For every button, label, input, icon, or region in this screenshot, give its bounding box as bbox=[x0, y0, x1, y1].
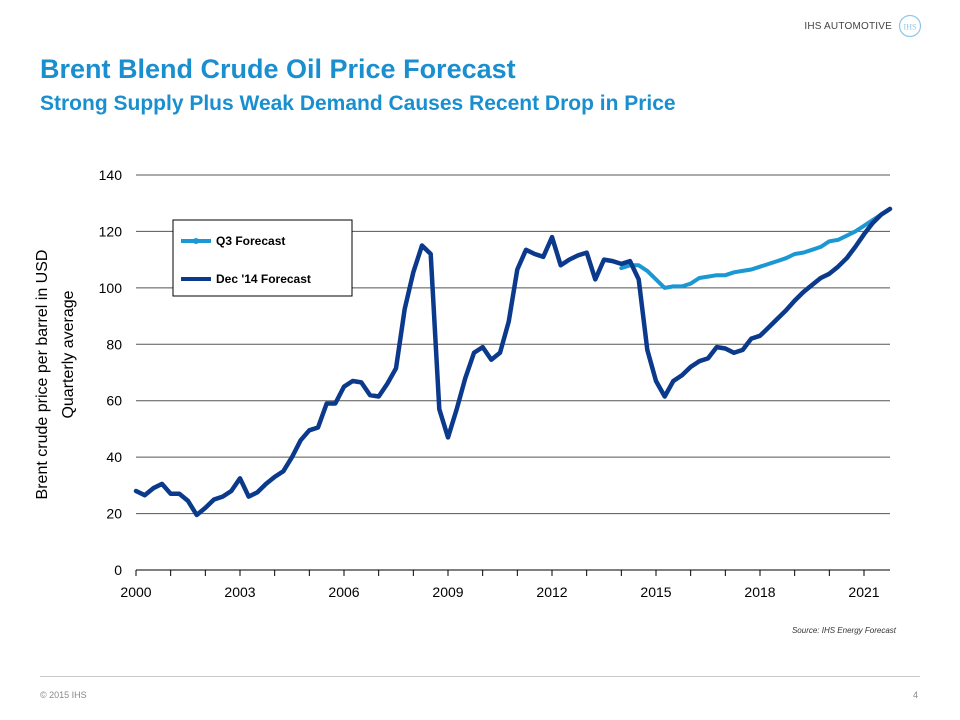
legend-marker-q3 bbox=[193, 238, 199, 244]
y-tick-label: 80 bbox=[106, 336, 122, 352]
series-line-1 bbox=[133, 206, 893, 518]
y-tick-label: 100 bbox=[99, 280, 123, 296]
copyright: © 2015 IHS bbox=[40, 690, 87, 700]
y-tick-label: 0 bbox=[114, 562, 122, 578]
logo-text: IHS bbox=[904, 23, 917, 32]
y-tick-label: 140 bbox=[99, 167, 123, 183]
page-number: 4 bbox=[912, 690, 918, 700]
x-tick-label: 2018 bbox=[744, 584, 775, 600]
y-tick-label: 120 bbox=[99, 223, 123, 239]
x-axis: 2000 2003 2006 2009 2012 2015 2018 2021 bbox=[120, 569, 890, 600]
y-tick-label: 40 bbox=[106, 449, 122, 465]
footer-divider bbox=[40, 676, 920, 677]
series-line-0 bbox=[619, 206, 892, 290]
page-subtitle: Strong Supply Plus Weak Demand Causes Re… bbox=[40, 92, 676, 115]
chart-series bbox=[133, 206, 893, 518]
x-tick-label: 2021 bbox=[848, 584, 879, 600]
x-tick-label: 2009 bbox=[432, 584, 463, 600]
page-title: Brent Blend Crude Oil Price Forecast bbox=[40, 54, 516, 84]
y-tick-label: 60 bbox=[106, 393, 122, 409]
x-tick-label: 2000 bbox=[120, 584, 151, 600]
x-tick-label: 2006 bbox=[328, 584, 359, 600]
x-tick-label: 2012 bbox=[536, 584, 567, 600]
legend-box bbox=[172, 219, 353, 297]
y-axis-label-line2: Quarterly average bbox=[60, 290, 77, 418]
y-tick-labels: 0 20 40 60 80 100 120 140 bbox=[99, 167, 123, 578]
brand-name: IHS AUTOMOTIVE bbox=[804, 20, 892, 32]
legend-label-dec14: Dec '14 Forecast bbox=[216, 272, 311, 286]
brand: IHS AUTOMOTIVE IHS bbox=[804, 14, 922, 38]
source-note: Source: IHS Energy Forecast bbox=[791, 626, 896, 635]
chart-legend: Q3 Forecast Dec '14 Forecast bbox=[172, 219, 353, 297]
ihs-logo-icon: IHS bbox=[898, 14, 922, 38]
y-axis-label-line1: Brent crude price per barrel in USD bbox=[34, 250, 51, 500]
x-tick-label: 2015 bbox=[640, 584, 671, 600]
y-tick-label: 20 bbox=[106, 506, 122, 522]
x-tick-label: 2003 bbox=[224, 584, 255, 600]
legend-label-q3: Q3 Forecast bbox=[216, 234, 285, 248]
